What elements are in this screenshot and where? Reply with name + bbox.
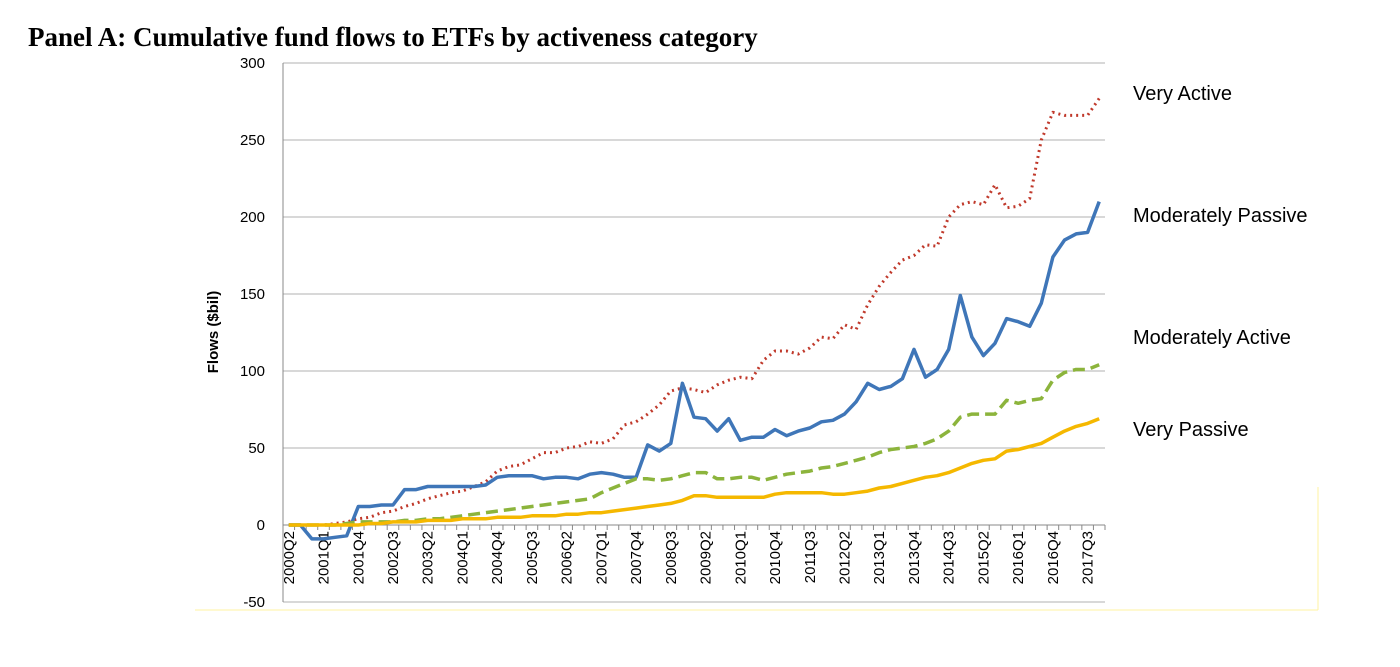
x-tick-label: 2005Q3 bbox=[524, 531, 541, 584]
x-tick-label: 2016Q1 bbox=[1010, 531, 1027, 584]
y-tick-label: 0 bbox=[257, 517, 265, 534]
series-label: Very Passive bbox=[1133, 419, 1249, 441]
x-tick-label: 2011Q3 bbox=[802, 531, 819, 583]
y-tick-label: 250 bbox=[240, 132, 265, 149]
y-tick-label: 150 bbox=[240, 286, 265, 303]
x-tick-label: 2014Q3 bbox=[941, 531, 958, 584]
series-line bbox=[288, 363, 1100, 527]
x-tick-label: 2001Q1 bbox=[316, 531, 333, 584]
x-tick-label: 2012Q2 bbox=[837, 531, 854, 584]
chart-title: Panel A: Cumulative fund flows to ETFs b… bbox=[28, 22, 758, 52]
x-tick-label: 2004Q1 bbox=[454, 531, 471, 584]
x-tick-label: 2004Q4 bbox=[489, 531, 506, 584]
series-label: Moderately Active bbox=[1133, 327, 1291, 349]
x-tick-label: 2009Q2 bbox=[698, 531, 715, 584]
y-tick-label: -50 bbox=[243, 594, 265, 611]
series-line bbox=[288, 97, 1101, 527]
x-tick-label: 2008Q3 bbox=[663, 531, 680, 584]
y-tick-label: 100 bbox=[240, 363, 265, 380]
x-tick-label: 2010Q4 bbox=[767, 531, 784, 584]
x-tick-label: 2013Q4 bbox=[906, 531, 923, 584]
x-tick-label: 2016Q4 bbox=[1045, 531, 1062, 584]
x-tick-label: 2000Q2 bbox=[281, 531, 298, 584]
x-tick-label: 2003Q2 bbox=[420, 531, 437, 584]
x-tick-label: 2013Q1 bbox=[871, 531, 888, 584]
series-label: Moderately Passive bbox=[1133, 205, 1308, 227]
y-axis-label: Flows ($bil) bbox=[205, 291, 222, 374]
series-line bbox=[288, 417, 1100, 527]
x-tick-label: 2006Q2 bbox=[559, 531, 576, 584]
x-tick-label: 2002Q3 bbox=[385, 531, 402, 584]
x-tick-label: 2017Q3 bbox=[1080, 531, 1097, 584]
x-tick-label: 2007Q1 bbox=[593, 531, 610, 584]
y-tick-label: 200 bbox=[240, 209, 265, 226]
x-tick-label: 2007Q4 bbox=[628, 531, 645, 584]
x-tick-label: 2001Q4 bbox=[350, 531, 367, 584]
y-tick-label: 300 bbox=[240, 55, 265, 72]
x-tick-label: 2010Q1 bbox=[732, 531, 749, 584]
x-tick-label: 2015Q2 bbox=[975, 531, 992, 584]
series-label: Very Active bbox=[1133, 83, 1232, 105]
series-line bbox=[288, 200, 1101, 541]
y-tick-label: 50 bbox=[248, 440, 265, 457]
